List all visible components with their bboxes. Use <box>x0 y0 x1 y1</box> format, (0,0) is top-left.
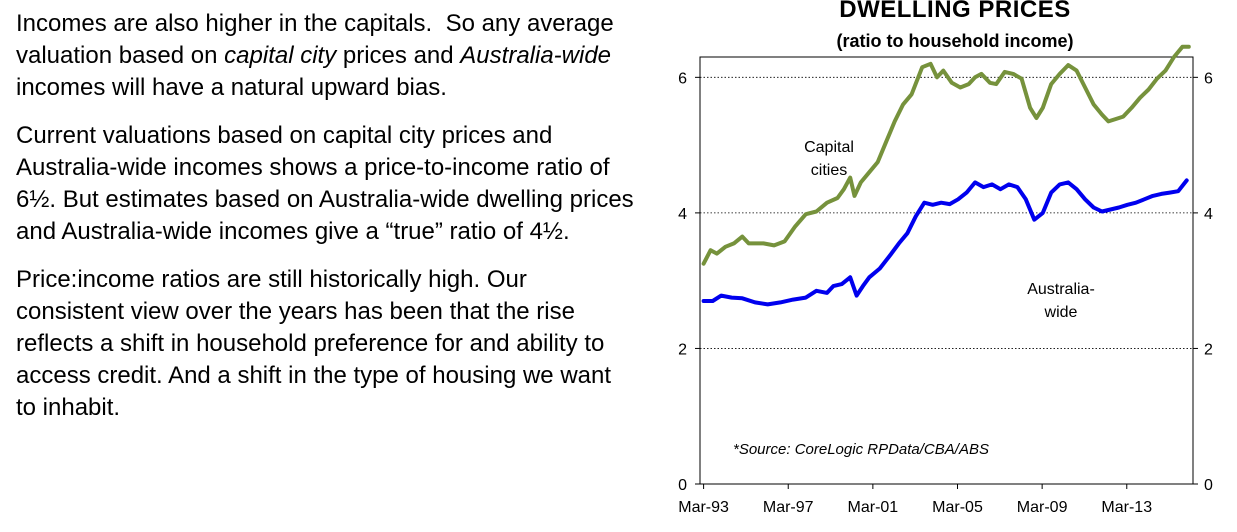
y-tick-label-right-0: 0 <box>1204 477 1213 494</box>
series-line-australia <box>701 178 1189 307</box>
series-label-australia-0: Australia- <box>1027 281 1095 298</box>
x-tick-label-Mar-93: Mar-93 <box>678 499 729 516</box>
body-text: Incomes are also higher in the capitals.… <box>16 8 636 440</box>
y-tick-label-right-4: 4 <box>1204 206 1213 223</box>
y-tick-label-right-2: 2 <box>1204 341 1213 358</box>
series-line-capital <box>701 44 1191 266</box>
paragraph-incomes-text-3: incomes will have a natural upward bias. <box>16 42 618 101</box>
emphasis-australia-wide: Australia-wide <box>460 42 612 69</box>
paragraph-incomes-text-2: prices and <box>336 42 461 69</box>
y-tick-label-left-2: 2 <box>678 341 687 358</box>
x-tick-label-Mar-09: Mar-09 <box>1017 499 1068 516</box>
y-tick-label-right-6: 6 <box>1204 70 1213 87</box>
y-tick-label-left-4: 4 <box>678 206 687 223</box>
x-tick-label-Mar-13: Mar-13 <box>1101 499 1152 516</box>
series-label-australia-1: wide <box>1044 304 1078 321</box>
chart-subtitle: (ratio to household income) <box>836 31 1074 51</box>
paragraph-incomes: Incomes are also higher in the capitals.… <box>16 8 636 104</box>
series-label-capital-1: cities <box>811 162 847 179</box>
y-tick-label-left-0: 0 <box>678 477 687 494</box>
source-note: *Source: CoreLogic RPData/CBA/ABS <box>733 441 989 458</box>
x-tick-label-Mar-01: Mar-01 <box>848 499 899 516</box>
plot-frame <box>699 56 1194 485</box>
emphasis-capital-city: capital city <box>224 42 337 69</box>
x-tick-label-Mar-05: Mar-05 <box>932 499 983 516</box>
x-tick-label-Mar-97: Mar-97 <box>763 499 814 516</box>
paragraph-valuations: Current valuations based on capital city… <box>16 122 634 245</box>
chart-title: DWELLING PRICES <box>839 0 1071 23</box>
paragraph-incomes-text-1: Incomes are also higher in the capitals.… <box>16 10 621 69</box>
paragraph-price-income: Price:income ratios are still historical… <box>16 266 612 421</box>
y-tick-label-left-6: 6 <box>678 70 687 87</box>
series-label-capital-0: Capital <box>804 139 854 156</box>
